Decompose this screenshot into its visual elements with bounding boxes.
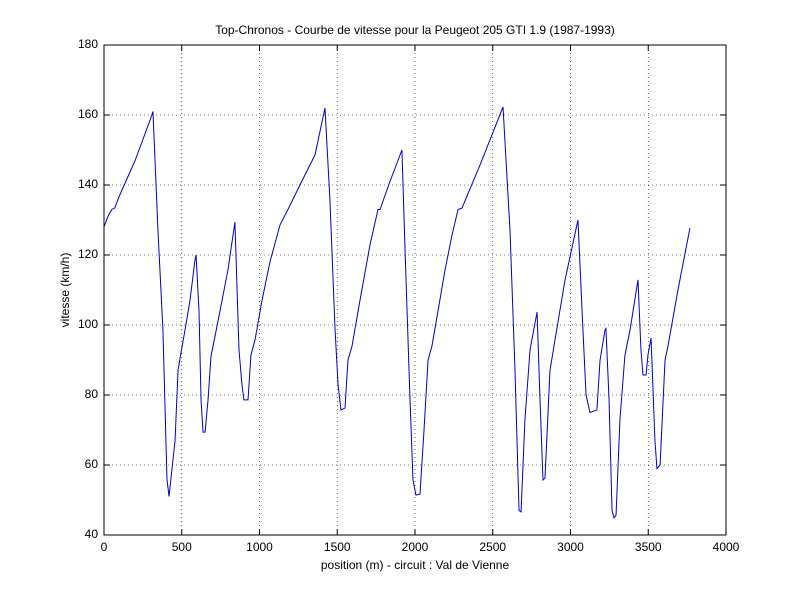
y-tick-label: 140: [78, 177, 98, 191]
y-tick-label: 60: [85, 457, 99, 471]
x-tick-label: 1000: [246, 540, 273, 554]
x-tick-label: 2500: [479, 540, 506, 554]
x-tick-label: 500: [172, 540, 192, 554]
y-tick-label: 40: [85, 527, 99, 541]
chart-title: Top-Chronos - Courbe de vitesse pour la …: [215, 23, 615, 37]
x-tick-label: 3000: [557, 540, 584, 554]
axes-box: [103, 44, 727, 536]
x-tick-label: 1500: [324, 540, 351, 554]
y-tick-label: 120: [78, 247, 98, 261]
x-tick-label: 2000: [402, 540, 429, 554]
x-tick-label: 0: [101, 540, 108, 554]
line-series: [103, 106, 691, 519]
x-tick-label: 3500: [635, 540, 662, 554]
y-tick-label: 180: [78, 37, 98, 51]
y-tick-label: 80: [85, 387, 99, 401]
x-axis-label: position (m) - circuit : Val de Vienne: [321, 558, 510, 572]
x-tick-label: 4000: [713, 540, 740, 554]
y-tick-label: 100: [78, 317, 98, 331]
y-axis-label: vitesse (km/h): [58, 253, 72, 328]
y-tick-label: 160: [78, 107, 98, 121]
